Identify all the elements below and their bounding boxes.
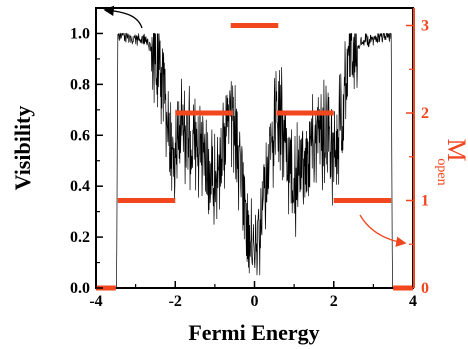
- x-axis-title: Fermi Energy: [188, 320, 319, 345]
- y-tick-label: 0.4: [70, 178, 90, 195]
- y-axis-right: 0 1 2 3: [406, 8, 429, 297]
- y-tick-label: 0.8: [70, 76, 90, 93]
- y2-axis-title: M open: [434, 138, 468, 185]
- y2-tick-label: 1: [421, 193, 429, 210]
- y-tick-label: 0.6: [70, 127, 90, 144]
- x-tick-label: -4: [89, 293, 102, 310]
- plot-frame: [95, 7, 414, 289]
- y2-axis-title-sub: open: [434, 158, 449, 185]
- x-tick-label: -2: [169, 293, 182, 310]
- y-tick-label: 0.0: [70, 280, 90, 297]
- x-tick-label: 4: [409, 293, 417, 310]
- m-open-steps-layer: [96, 23, 413, 291]
- visibility-line: [96, 32, 413, 289]
- y-axis-left: 0.0 0.2 0.4 0.6 0.8 1.0: [70, 7, 103, 297]
- y-tick-label: 1.0: [70, 25, 90, 42]
- y-tick-label: 0.2: [70, 229, 90, 246]
- x-axis: -4 -2 0 2 4: [89, 281, 417, 310]
- y2-tick-label: 3: [421, 18, 429, 35]
- annotation-arrow-left-axis: [103, 5, 143, 29]
- y2-tick-label: 0: [421, 280, 429, 297]
- y-axis-title: Visibility: [10, 106, 35, 191]
- y2-tick-label: 2: [421, 105, 429, 122]
- annotation-arrow-right-axis: [359, 214, 407, 247]
- y2-axis-title-main: M: [442, 138, 468, 161]
- x-tick-label: 2: [330, 293, 338, 310]
- x-tick-label: 0: [251, 293, 259, 310]
- visibility-curve-layer: [96, 32, 413, 289]
